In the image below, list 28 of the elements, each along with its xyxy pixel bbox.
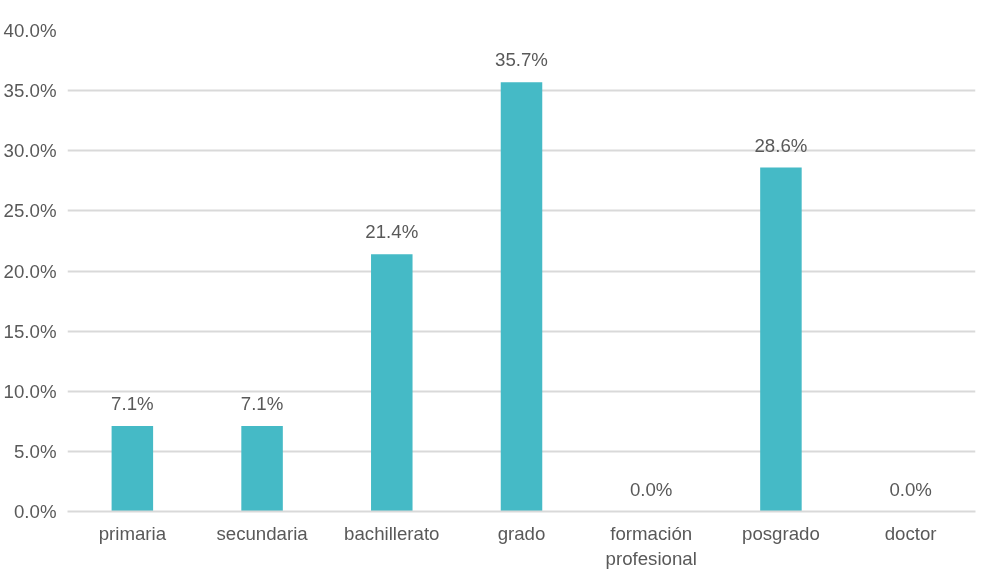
- data-label: 28.6%: [754, 134, 808, 156]
- y-tick-label: 35.0%: [3, 80, 57, 102]
- y-tick-label: 10.0%: [3, 380, 57, 402]
- y-tick-label: 20.0%: [3, 260, 57, 282]
- data-label: 21.4%: [365, 221, 419, 243]
- x-tick-label: secundaria: [216, 522, 309, 544]
- bar: [500, 82, 543, 512]
- y-tick-label: 0.0%: [13, 501, 57, 522]
- data-label: 0.0%: [629, 478, 673, 500]
- y-tick-label: 25.0%: [3, 200, 57, 222]
- bar: [371, 254, 413, 512]
- y-tick-label: 15.0%: [3, 320, 57, 342]
- data-label: 35.7%: [495, 49, 548, 71]
- x-tick-label: bachillerato: [344, 522, 440, 544]
- x-tick-label: posgrado: [742, 522, 820, 544]
- x-tick-label: doctor: [884, 522, 937, 544]
- x-tick-label: formación profesional: [605, 522, 697, 569]
- data-label: 7.1%: [111, 393, 154, 415]
- bar: [111, 426, 154, 512]
- bar: [760, 167, 802, 512]
- y-tick-label: 5.0%: [13, 440, 57, 462]
- bar: [241, 426, 283, 512]
- data-label: 0.0%: [889, 478, 932, 500]
- y-tick-label: 30.0%: [3, 140, 57, 162]
- x-tick-label: grado: [497, 522, 546, 544]
- data-label: 7.1%: [240, 393, 284, 415]
- y-tick-label: 40.0%: [3, 20, 57, 41]
- x-tick-label: primaria: [98, 522, 167, 544]
